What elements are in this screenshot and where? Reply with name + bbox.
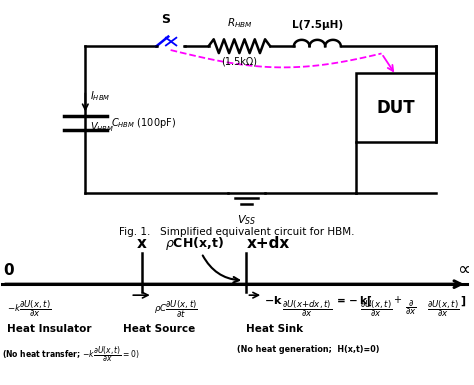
Text: Heat Sink: Heat Sink xyxy=(246,325,304,335)
Text: Heat Insulator: Heat Insulator xyxy=(7,325,91,335)
Text: x: x xyxy=(137,236,147,251)
Text: $\dfrac{\partial U(x{+}dx,t)}{\partial x}$: $\dfrac{\partial U(x{+}dx,t)}{\partial x… xyxy=(282,298,332,319)
Text: Heat Source: Heat Source xyxy=(123,325,195,335)
Text: $\mathbf{]}$: $\mathbf{]}$ xyxy=(460,295,466,308)
Text: (No heat generation;  H(x,t)=0): (No heat generation; H(x,t)=0) xyxy=(237,345,380,354)
Text: $\mathbf{-k}$: $\mathbf{-k}$ xyxy=(264,294,283,306)
Text: $\dfrac{\partial U(x,t)}{\partial x}$: $\dfrac{\partial U(x,t)}{\partial x}$ xyxy=(360,298,392,319)
Text: $V_{SS}$: $V_{SS}$ xyxy=(237,214,256,228)
Text: L(7.5μH): L(7.5μH) xyxy=(292,20,343,30)
Text: x+dx: x+dx xyxy=(246,236,290,251)
Text: $-k\dfrac{\partial U(x,t)}{\partial x}$: $-k\dfrac{\partial U(x,t)}{\partial x}$ xyxy=(7,298,52,319)
Text: $\mathbf{=-k[}$: $\mathbf{=-k[}$ xyxy=(334,295,373,308)
Text: $\rho C\dfrac{\partial U(x,t)}{\partial t}$: $\rho C\dfrac{\partial U(x,t)}{\partial … xyxy=(154,298,198,320)
Text: $C_{HBM}$ (100pF): $C_{HBM}$ (100pF) xyxy=(111,116,176,130)
Text: $\dfrac{\partial U(x,t)}{\partial x}$: $\dfrac{\partial U(x,t)}{\partial x}$ xyxy=(427,298,459,319)
Text: $V_{HBM}$: $V_{HBM}$ xyxy=(90,120,114,134)
Text: $\rho$CH(x,t): $\rho$CH(x,t) xyxy=(165,235,224,252)
Text: S: S xyxy=(162,13,170,26)
Text: (No heat transfer; $-k\dfrac{\partial U(x,t)}{\partial x}=0)$: (No heat transfer; $-k\dfrac{\partial U(… xyxy=(2,345,140,364)
Text: $\dfrac{\partial}{\partial x}$: $\dfrac{\partial}{\partial x}$ xyxy=(405,298,417,317)
Text: Fig. 1.   Simplified equivalent circuit for HBM.: Fig. 1. Simplified equivalent circuit fo… xyxy=(119,227,355,237)
Text: $+$: $+$ xyxy=(393,295,402,305)
Text: $R_{HBM}$: $R_{HBM}$ xyxy=(227,16,252,30)
Text: DUT: DUT xyxy=(376,99,415,117)
Bar xyxy=(356,73,436,142)
Text: $I_{HBM}$: $I_{HBM}$ xyxy=(90,89,110,103)
Text: $\propto$: $\propto$ xyxy=(454,259,470,277)
Text: 0: 0 xyxy=(3,263,14,278)
Text: (1.5kΩ): (1.5kΩ) xyxy=(221,57,257,67)
